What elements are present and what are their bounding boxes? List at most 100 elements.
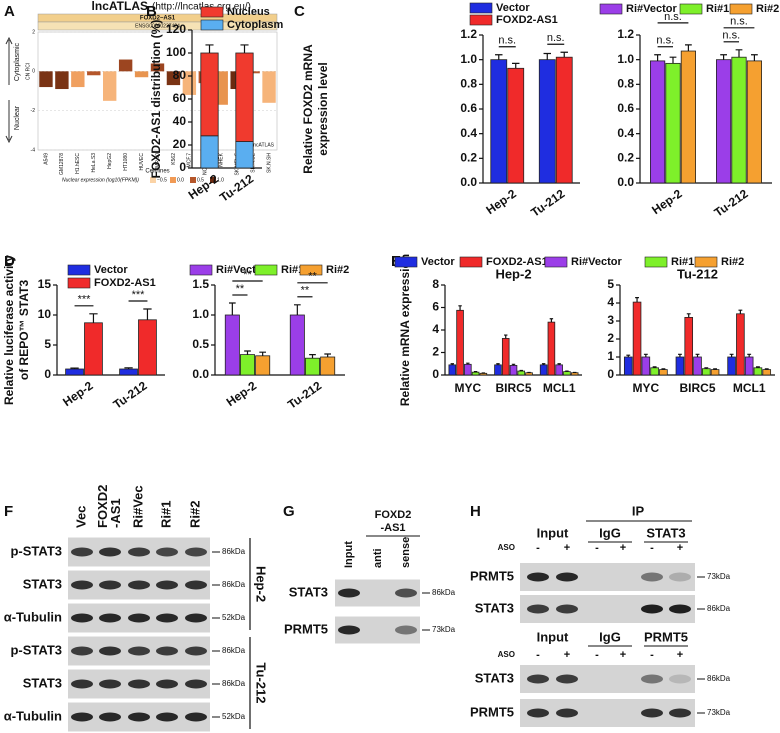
legend-label: Ri#1 — [671, 256, 694, 268]
legend-label: Ri#1 — [281, 264, 304, 276]
band — [556, 674, 578, 684]
y-tick-label: 8 — [432, 277, 439, 291]
panel-label: F — [4, 503, 13, 520]
annotation: n.s. — [498, 35, 516, 47]
treatment-sign: - — [650, 542, 654, 554]
band — [156, 679, 178, 689]
error-bar — [654, 54, 661, 61]
bar — [563, 371, 571, 376]
x-tick-label: MCL1 — [733, 381, 766, 395]
error-bar — [205, 44, 214, 53]
band — [128, 613, 150, 623]
size-label: 73kDa — [432, 625, 456, 634]
legend-label: FOXD2-AS1 — [486, 256, 548, 268]
legend-swatch — [469, 14, 493, 26]
bar — [55, 71, 69, 90]
legend-label: FOXD2-AS1 — [94, 277, 156, 289]
y-tick-label: 0.4 — [617, 126, 634, 140]
x-tick-label: HUVEC — [139, 153, 145, 171]
y-axis-label: expression level — [316, 62, 330, 155]
plot-frame — [37, 31, 278, 151]
band — [71, 613, 93, 623]
y-axis-label: CN RCI — [25, 63, 31, 80]
bar — [84, 322, 103, 376]
x-tick-label: BIRC5 — [495, 381, 531, 395]
error-bar — [735, 49, 743, 58]
header: IP — [632, 503, 645, 518]
error-bar — [495, 54, 503, 60]
y-tick-label: 0.4 — [460, 126, 477, 140]
legend-swatch — [679, 3, 703, 15]
error-bar — [756, 366, 760, 368]
size-label: 86kDa — [707, 604, 731, 613]
bar — [507, 67, 525, 184]
band — [338, 588, 360, 598]
y-tick-label: -2 — [31, 108, 36, 114]
error-bar — [738, 309, 743, 314]
y-tick-label: 3 — [607, 313, 614, 327]
size-label: 52kDa — [222, 613, 246, 622]
band — [128, 580, 150, 590]
error-bar — [543, 52, 551, 60]
y-tick-label: 0 — [607, 367, 614, 381]
x-axis-label: Cell lines — [145, 169, 169, 175]
y-axis-label: Relative luciferase activity — [2, 255, 16, 405]
legend-swatch — [190, 177, 196, 183]
lane-label: anti — [372, 548, 384, 568]
error-bar — [466, 362, 470, 365]
bar — [490, 59, 508, 184]
band — [641, 674, 663, 684]
error-bar — [764, 368, 769, 370]
error-bar — [635, 297, 639, 303]
band — [669, 572, 691, 582]
error-bar — [496, 363, 500, 365]
bar — [119, 368, 138, 376]
annotation: n.s. — [722, 30, 740, 42]
y-tick-label: 0.0 — [617, 175, 634, 189]
error-bar — [678, 353, 682, 357]
error-bar — [512, 62, 520, 69]
error-bar — [309, 354, 316, 359]
chart-title: Hep-2 — [495, 266, 531, 281]
y-tick-label: 1.0 — [460, 52, 477, 66]
legend-swatch — [150, 177, 156, 183]
x-tick-label: GM12878 — [59, 153, 65, 175]
bar — [555, 364, 563, 376]
blot-strip — [520, 699, 695, 727]
size-label: 86kDa — [432, 588, 456, 597]
lane-label: Vec — [73, 506, 88, 528]
x-tick-label: BIRC5 — [679, 381, 715, 395]
bar — [570, 372, 579, 376]
error-bar — [720, 54, 727, 60]
legend-swatch — [67, 264, 91, 276]
legend-label: Ri#2 — [326, 264, 349, 276]
error-bar — [228, 302, 236, 315]
legend-swatch — [67, 277, 91, 289]
bar — [555, 56, 573, 184]
band — [128, 547, 150, 557]
error-bar — [686, 313, 691, 318]
panel-label: D — [4, 253, 15, 270]
y-tick-label: 2 — [607, 331, 614, 345]
error-bar — [240, 44, 249, 53]
size-label: 86kDa — [707, 674, 731, 683]
bar — [39, 71, 53, 88]
legend-label: Ri#Vector — [626, 3, 677, 15]
error-bar — [70, 367, 79, 369]
band — [185, 646, 207, 656]
size-label: 86kDa — [222, 547, 246, 556]
bar — [665, 62, 681, 184]
legend-label: Vector — [421, 256, 455, 268]
y-tick-label: 4 — [432, 322, 439, 336]
band — [527, 572, 549, 582]
treatment-sign: + — [677, 649, 683, 661]
bar — [200, 52, 219, 137]
band — [669, 674, 691, 684]
error-bar — [504, 334, 508, 339]
panel-label: C — [294, 3, 305, 20]
x-tick-label: Tu-212 — [111, 378, 150, 411]
treatment-sign: - — [536, 649, 540, 661]
group-label: Hep-2 — [254, 566, 269, 602]
legend-label: Vector — [94, 264, 128, 276]
